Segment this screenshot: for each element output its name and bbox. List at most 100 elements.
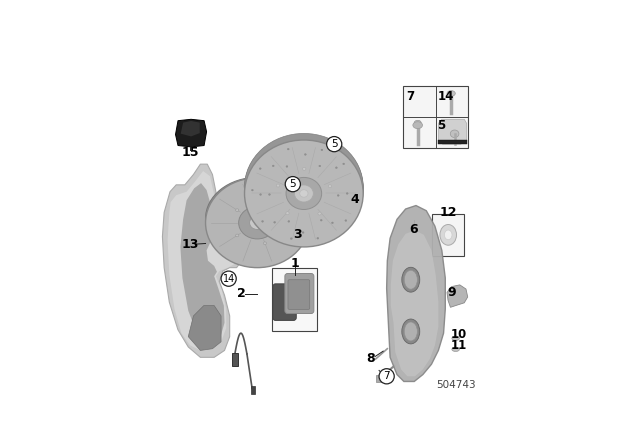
Polygon shape xyxy=(163,164,242,358)
Ellipse shape xyxy=(244,134,363,241)
Text: 13: 13 xyxy=(182,238,200,251)
Ellipse shape xyxy=(262,220,264,222)
Ellipse shape xyxy=(274,221,276,223)
Ellipse shape xyxy=(413,122,422,129)
Polygon shape xyxy=(180,121,200,136)
Ellipse shape xyxy=(280,221,284,224)
Circle shape xyxy=(326,137,342,152)
Ellipse shape xyxy=(404,322,417,341)
Polygon shape xyxy=(175,119,207,147)
Bar xyxy=(251,386,255,393)
Text: 5: 5 xyxy=(289,179,296,189)
Ellipse shape xyxy=(205,177,309,260)
Ellipse shape xyxy=(328,185,332,188)
Ellipse shape xyxy=(440,224,456,245)
Ellipse shape xyxy=(402,267,420,292)
Ellipse shape xyxy=(260,194,262,195)
Polygon shape xyxy=(447,285,468,307)
Ellipse shape xyxy=(305,154,307,155)
Ellipse shape xyxy=(269,194,271,195)
FancyBboxPatch shape xyxy=(288,280,310,310)
Ellipse shape xyxy=(451,130,459,138)
Ellipse shape xyxy=(264,201,266,204)
Ellipse shape xyxy=(343,163,344,165)
Text: 8: 8 xyxy=(367,352,375,365)
Ellipse shape xyxy=(414,121,421,125)
FancyBboxPatch shape xyxy=(285,273,314,314)
Ellipse shape xyxy=(335,167,337,168)
Text: 11: 11 xyxy=(451,340,467,353)
Ellipse shape xyxy=(318,212,321,215)
Ellipse shape xyxy=(244,140,363,247)
Circle shape xyxy=(285,177,300,192)
Text: 7: 7 xyxy=(383,371,390,381)
Polygon shape xyxy=(438,119,467,144)
Ellipse shape xyxy=(444,230,452,240)
Ellipse shape xyxy=(288,220,290,222)
Ellipse shape xyxy=(452,336,460,340)
Text: 12: 12 xyxy=(439,206,457,219)
Text: 6: 6 xyxy=(409,223,418,236)
Polygon shape xyxy=(387,206,445,382)
Ellipse shape xyxy=(317,237,319,239)
Ellipse shape xyxy=(332,222,333,224)
Ellipse shape xyxy=(321,149,323,151)
Ellipse shape xyxy=(286,166,288,167)
Ellipse shape xyxy=(287,148,289,150)
Ellipse shape xyxy=(291,238,292,239)
Text: 5: 5 xyxy=(331,139,337,149)
FancyBboxPatch shape xyxy=(273,284,296,320)
Text: 3: 3 xyxy=(293,228,302,241)
Ellipse shape xyxy=(300,190,308,197)
Text: 4: 4 xyxy=(350,193,359,206)
Text: 9: 9 xyxy=(447,286,456,299)
Ellipse shape xyxy=(239,207,276,239)
Ellipse shape xyxy=(404,270,417,289)
Text: 15: 15 xyxy=(181,146,199,159)
Ellipse shape xyxy=(264,242,266,245)
Ellipse shape xyxy=(252,190,253,191)
Circle shape xyxy=(221,271,236,286)
Ellipse shape xyxy=(294,185,314,202)
Ellipse shape xyxy=(236,209,239,211)
Text: 14: 14 xyxy=(437,90,454,103)
Ellipse shape xyxy=(272,165,274,167)
Polygon shape xyxy=(391,230,438,376)
Ellipse shape xyxy=(402,319,420,344)
Polygon shape xyxy=(168,171,239,350)
Text: 5: 5 xyxy=(437,119,445,132)
Ellipse shape xyxy=(452,347,460,352)
Text: 7: 7 xyxy=(406,90,414,103)
Ellipse shape xyxy=(244,134,363,241)
Polygon shape xyxy=(188,306,221,350)
Ellipse shape xyxy=(319,165,321,167)
Bar xyxy=(376,375,384,382)
Ellipse shape xyxy=(236,234,239,237)
Ellipse shape xyxy=(303,168,306,170)
Ellipse shape xyxy=(320,220,322,221)
Ellipse shape xyxy=(276,184,280,187)
Ellipse shape xyxy=(286,212,289,215)
Ellipse shape xyxy=(286,177,322,210)
Ellipse shape xyxy=(259,168,261,169)
Ellipse shape xyxy=(337,194,339,196)
Text: 504743: 504743 xyxy=(436,380,476,390)
Text: 2: 2 xyxy=(237,287,246,300)
Bar xyxy=(232,353,237,366)
Ellipse shape xyxy=(346,193,348,194)
Text: 10: 10 xyxy=(451,328,467,341)
Ellipse shape xyxy=(345,220,347,221)
Bar xyxy=(403,86,468,147)
Ellipse shape xyxy=(250,216,265,229)
Ellipse shape xyxy=(355,194,356,196)
Ellipse shape xyxy=(302,232,304,233)
Ellipse shape xyxy=(244,137,363,244)
Bar xyxy=(272,267,317,332)
Text: 14: 14 xyxy=(223,274,235,284)
Bar xyxy=(438,140,467,144)
Text: 1: 1 xyxy=(290,257,299,270)
Circle shape xyxy=(379,369,394,384)
Bar xyxy=(432,214,464,255)
Ellipse shape xyxy=(205,178,309,267)
Ellipse shape xyxy=(244,135,363,242)
